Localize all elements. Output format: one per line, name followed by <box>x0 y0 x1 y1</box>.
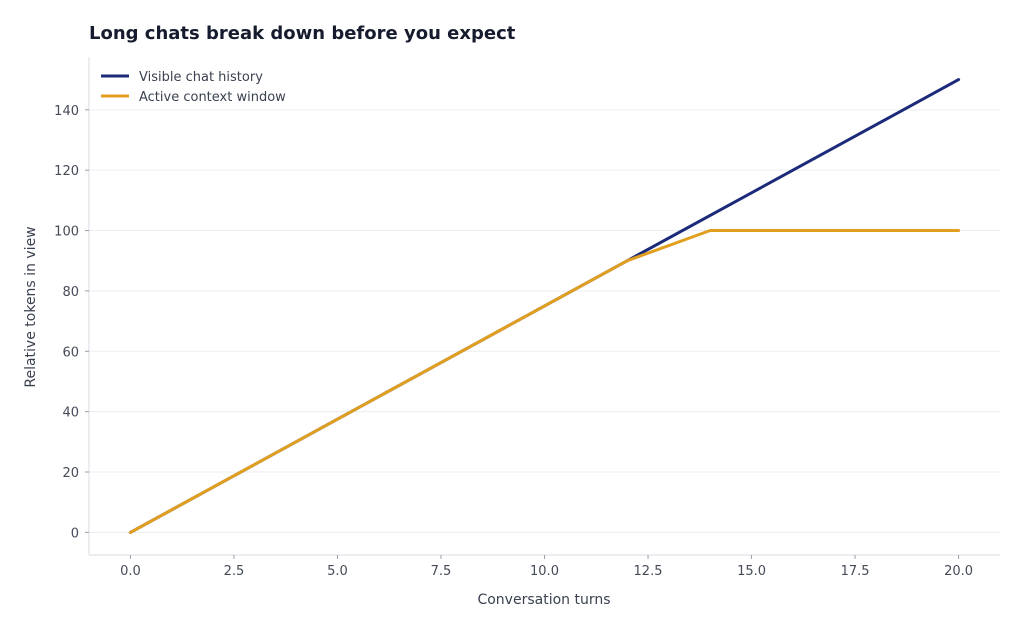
x-tick-label: 0.0 <box>120 564 141 579</box>
y-axis-ticks: 0 20 40 60 80 100 120 140 <box>54 104 89 541</box>
x-tick-label: 20.0 <box>944 564 973 579</box>
series <box>128 78 961 534</box>
y-tick-label: 120 <box>54 164 79 179</box>
grid <box>89 109 1000 533</box>
x-axis-ticks: 0.0 2.5 5.0 7.5 10.0 12.5 15.0 17.5 20.0 <box>120 555 973 579</box>
chart-title: Long chats break down before you expect <box>89 23 516 44</box>
y-tick-label: 60 <box>62 345 79 360</box>
legend-label: Visible chat history <box>139 70 263 85</box>
legend-label: Active context window <box>139 90 286 105</box>
x-tick-label: 12.5 <box>634 564 663 579</box>
series-line-active-context-window <box>128 229 961 534</box>
x-axis-label: Conversation turns <box>477 592 610 608</box>
x-tick-label: 10.0 <box>530 564 559 579</box>
y-tick-label: 40 <box>62 406 79 421</box>
y-tick-label: 20 <box>62 466 79 481</box>
x-tick-label: 15.0 <box>737 564 766 579</box>
y-tick-label: 80 <box>62 285 79 300</box>
y-axis-label: Relative tokens in view <box>23 226 39 387</box>
y-tick-label: 140 <box>54 104 79 119</box>
x-tick-label: 2.5 <box>224 564 245 579</box>
y-tick-label: 100 <box>54 225 79 240</box>
x-tick-label: 5.0 <box>327 564 348 579</box>
x-tick-label: 7.5 <box>431 564 452 579</box>
y-tick-label: 0 <box>71 526 79 541</box>
legend: Visible chat history Active context windo… <box>101 70 286 105</box>
x-tick-label: 17.5 <box>841 564 870 579</box>
